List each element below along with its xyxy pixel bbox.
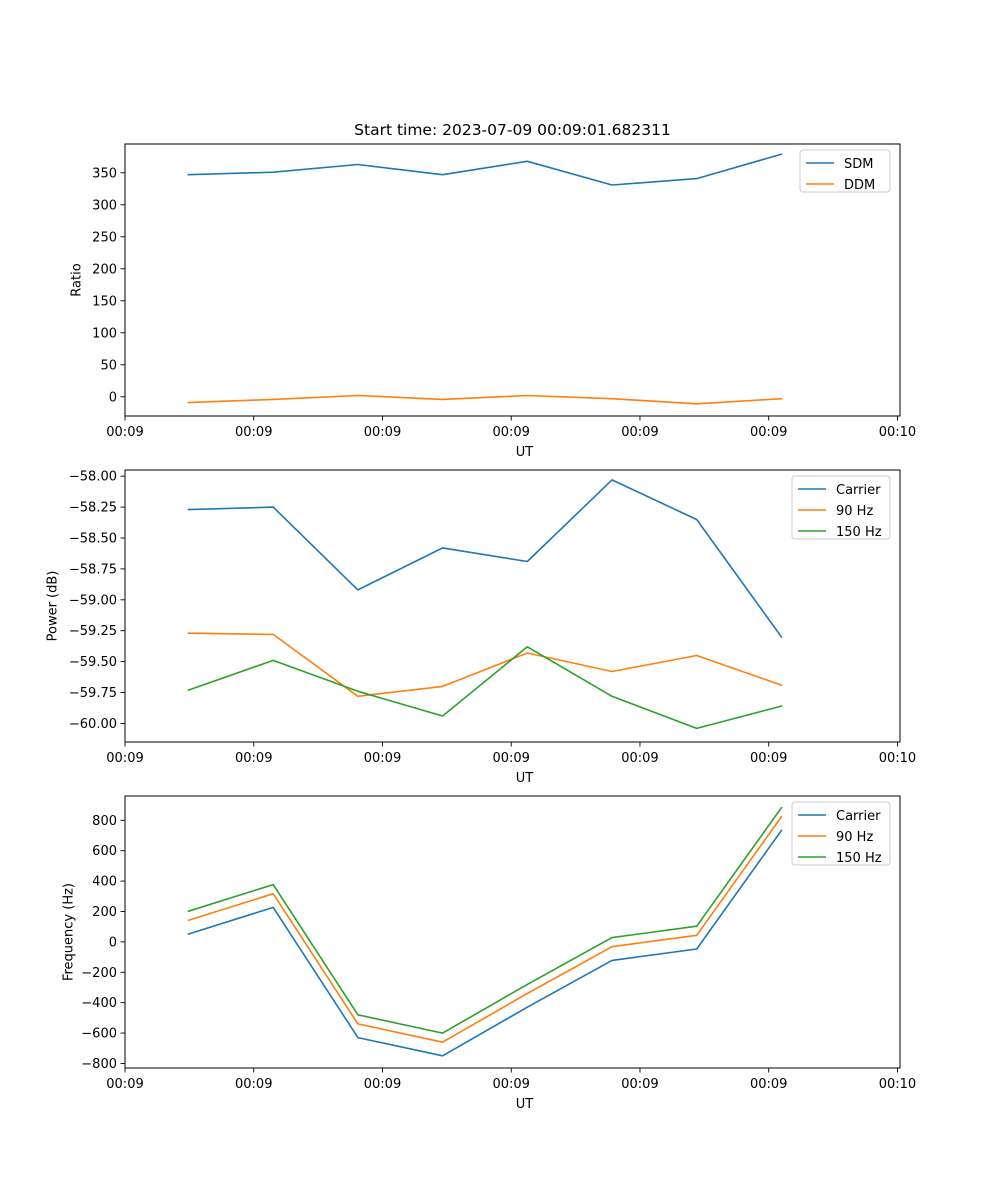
axes-frame [124, 795, 901, 1069]
y-tick-label: 300 [92, 198, 117, 213]
y-tick-label: 150 [92, 294, 117, 309]
x-tick-label: 00:09 [621, 1077, 658, 1092]
y-tick-label: −58.00 [69, 470, 117, 485]
y-tick-label: 0 [109, 390, 117, 405]
axes-frame [124, 143, 901, 417]
x-tick-label: 00:09 [106, 751, 143, 766]
y-tick-label: 350 [92, 166, 117, 181]
legend-box [799, 149, 891, 193]
y-axis-label: Frequency (Hz) [62, 883, 77, 981]
y-axis-label: Power (dB) [45, 571, 60, 642]
y-tick-label: −600 [81, 1027, 117, 1042]
x-tick-label: 00:09 [492, 751, 529, 766]
legend-label: DDM [844, 178, 875, 193]
y-tick-label: 600 [92, 844, 117, 859]
chart-panel-3: 00:09 00:09 00:09 00:09 00:09 00:09 00:10 −800 −… [62, 795, 916, 1112]
legend-label: 150 Hz [836, 525, 882, 540]
legend: Carrier 90 Hz 150 Hz [791, 801, 891, 866]
y-tick-label: 400 [92, 875, 117, 890]
x-tick-label: 00:09 [235, 425, 272, 440]
x-tick-label: 00:09 [235, 1077, 272, 1092]
series-line-ddm [187, 394, 783, 405]
series-line-carrier [187, 829, 783, 1057]
legend-label: 150 Hz [836, 851, 882, 866]
x-tick-label: 00:09 [106, 425, 143, 440]
series-line-90-hz [187, 632, 783, 698]
series-line-sdm [187, 153, 783, 186]
legend: Carrier 90 Hz 150 Hz [791, 475, 891, 540]
x-tick-label: 00:09 [750, 751, 787, 766]
x-tick-label: 00:10 [879, 425, 916, 440]
y-tick-label: −58.50 [69, 532, 117, 547]
x-tick-label: 00:09 [492, 425, 529, 440]
y-tick-label: 0 [109, 935, 117, 950]
y-tick-label: 100 [92, 326, 117, 341]
axes-frame [124, 469, 901, 743]
legend-label: SDM [844, 157, 873, 172]
legend: SDM DDM [799, 149, 891, 193]
y-tick-label: −59.50 [69, 655, 117, 670]
x-tick-label: 00:10 [879, 751, 916, 766]
series-line-150-hz [187, 806, 783, 1034]
y-tick-label: 200 [92, 905, 117, 920]
y-tick-label: −59.75 [69, 686, 117, 701]
legend-label: 90 Hz [836, 504, 873, 519]
y-tick-label: −200 [81, 966, 117, 981]
x-tick-label: 00:09 [364, 751, 401, 766]
chart-panel-2: 00:09 00:09 00:09 00:09 00:09 00:09 00:10 −60.0… [45, 469, 916, 786]
y-tick-label: −58.25 [69, 501, 117, 516]
x-tick-label: 00:09 [750, 425, 787, 440]
chart-title: Start time: 2023-07-09 00:09:01.682311 [354, 121, 671, 139]
y-tick-label: 50 [100, 358, 117, 373]
y-axis-label: Ratio [70, 263, 85, 296]
x-tick-label: 00:09 [106, 1077, 143, 1092]
y-tick-label: 250 [92, 230, 117, 245]
x-tick-label: 00:09 [621, 425, 658, 440]
y-tick-label: −58.75 [69, 562, 117, 577]
y-tick-label: −59.25 [69, 624, 117, 639]
x-tick-label: 00:09 [621, 751, 658, 766]
x-tick-label: 00:09 [364, 1077, 401, 1092]
legend-box [791, 801, 891, 866]
y-tick-label: −59.00 [69, 593, 117, 608]
legend-label: 90 Hz [836, 830, 873, 845]
x-axis-label: UT [516, 1097, 534, 1112]
legend-label: Carrier [836, 483, 881, 498]
y-tick-label: 200 [92, 262, 117, 277]
y-tick-label: −60.00 [69, 717, 117, 732]
x-tick-label: 00:09 [750, 1077, 787, 1092]
series-line-carrier [187, 479, 783, 639]
series-line-150-hz [187, 645, 783, 730]
legend-label: Carrier [836, 809, 881, 824]
x-axis-label: UT [516, 445, 534, 460]
y-tick-label: −800 [81, 1057, 117, 1072]
legend-box [791, 475, 891, 540]
chart-panel-1: Start time: 2023-07-09 00:09:01.68231100… [70, 121, 916, 460]
x-tick-label: 00:09 [364, 425, 401, 440]
x-tick-label: 00:09 [492, 1077, 529, 1092]
x-tick-label: 00:10 [879, 1077, 916, 1092]
x-axis-label: UT [516, 771, 534, 786]
y-tick-label: 800 [92, 814, 117, 829]
x-tick-label: 00:09 [235, 751, 272, 766]
y-tick-label: −400 [81, 996, 117, 1011]
series-line-90-hz [187, 815, 783, 1043]
